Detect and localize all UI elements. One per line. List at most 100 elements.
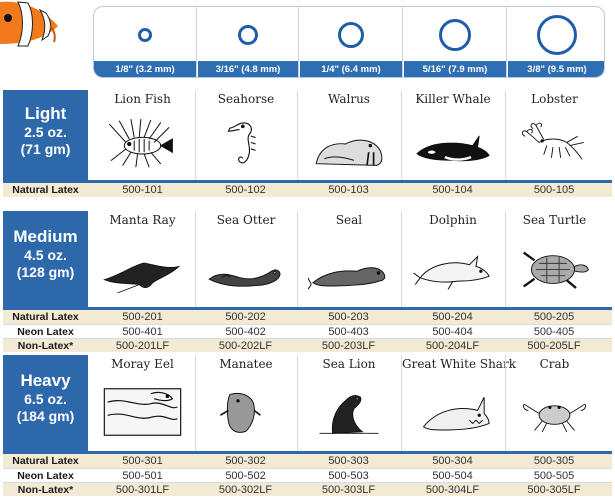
product-code: 500-104: [432, 184, 473, 196]
code-row: Natural Latex 500-101 500-102 500-103 500-10…: [3, 183, 612, 197]
animal-name: Lion Fish: [114, 92, 171, 106]
size-label: 5/16" (7.9 mm): [404, 61, 506, 77]
animal-name: Crab: [539, 357, 570, 371]
code-row: Natural Latex 500-301 500-302 500-303 500-30…: [3, 454, 612, 468]
product-code: 500-305: [533, 455, 575, 467]
animal-name: Killer Whale: [415, 92, 491, 106]
product-code: 500-204LF: [425, 340, 480, 352]
animal-cell: Seal: [297, 211, 400, 307]
animal-cell: Walrus: [297, 90, 400, 180]
divider: [3, 180, 612, 183]
animal-name: Dolphin: [429, 213, 477, 227]
product-code: 500-404: [432, 326, 473, 338]
product-code: 500-201: [122, 311, 163, 323]
animal-cell: Great White Shark: [401, 355, 516, 451]
animal-cell: Lion Fish: [91, 90, 194, 180]
product-code: 500-501: [122, 470, 163, 482]
material-label: Neon Latex: [17, 326, 74, 338]
material-label: Natural Latex: [12, 184, 79, 196]
animal-cell: Sea Otter: [195, 211, 296, 307]
crab-icon: [516, 377, 593, 447]
product-code: 500-403: [328, 326, 369, 338]
seal-icon: [307, 233, 390, 303]
product-code: 500-502: [225, 470, 266, 482]
product-code: 500-201LF: [115, 340, 170, 352]
product-code: 500-202: [225, 311, 266, 323]
size-ring-icon: [138, 28, 152, 42]
size-header: 1/8" (3.2 mm) 3/16" (4.8 mm) 1/4" (6.4 mm)…: [93, 6, 605, 78]
lobster-icon: [516, 112, 593, 176]
product-code: 500-503: [328, 470, 369, 482]
size-ring-icon: [439, 19, 471, 51]
animal-name: Moray Eel: [111, 357, 174, 371]
product-code: 500-203LF: [321, 340, 376, 352]
animal-cell: Manta Ray: [91, 211, 194, 307]
group-metric-weight: (128 gm): [16, 264, 75, 280]
animal-cell: Crab: [505, 355, 603, 451]
material-label: Neon Latex: [17, 470, 74, 482]
size-cell: 3/16" (4.8 mm): [198, 7, 299, 77]
product-code: 500-304LF: [425, 484, 480, 496]
size-label: 1/8" (3.2 mm): [94, 61, 196, 77]
sea-lion-icon: [308, 377, 390, 447]
orca-icon: [412, 112, 494, 176]
product-code: 500-301: [122, 455, 163, 467]
animal-name: Lobster: [531, 92, 578, 106]
dolphin-icon: [412, 233, 494, 303]
product-code: 500-102: [225, 184, 266, 196]
manta-ray-icon: [101, 233, 184, 303]
product-code: 500-105: [533, 184, 575, 196]
size-ring-icon: [238, 25, 258, 45]
animal-name: Sea Lion: [322, 357, 376, 371]
material-label: Non-Latex*: [17, 484, 74, 496]
size-cell: 1/8" (3.2 mm): [94, 7, 197, 77]
product-code: 500-303: [328, 455, 369, 467]
group-weight: 4.5 oz.: [24, 247, 67, 263]
code-row: Non-Latex* 500-201LF 500-202LF 500-203LF 500…: [3, 338, 612, 352]
clownfish-decoration: [0, 0, 62, 50]
divider: [3, 451, 612, 454]
animal-name: Sea Turtle: [522, 213, 587, 227]
walrus-icon: [308, 112, 390, 176]
sea-otter-icon: [206, 233, 286, 303]
group-weight: 2.5 oz.: [24, 124, 67, 140]
product-code: 500-405: [533, 326, 575, 338]
product-code: 500-205: [533, 311, 575, 323]
material-label: Non-Latex*: [17, 340, 74, 352]
product-code: 500-205LF: [527, 340, 581, 352]
animal-cell: Manatee: [195, 355, 296, 451]
product-code: 500-103: [328, 184, 369, 196]
product-code: 500-305LF: [527, 484, 581, 496]
animal-row: Lion Fish Seahorse Walrus Killer Whale Lobst…: [91, 90, 612, 180]
product-code: 500-204: [432, 311, 473, 323]
animal-cell: Sea Turtle: [505, 211, 603, 307]
product-code: 500-504: [432, 470, 473, 482]
animal-name: Sea Otter: [216, 213, 276, 227]
group-weight: 6.5 oz.: [24, 391, 67, 407]
seahorse-icon: [206, 112, 286, 176]
animal-name: Great White Shark: [402, 357, 516, 371]
weight-group-medium: Medium 4.5 oz. (128 gm) Manta Ray Sea Otter S…: [3, 211, 612, 352]
animal-cell: Seahorse: [195, 90, 296, 180]
animal-row: Moray Eel Manatee Sea Lion Great White Shar…: [91, 355, 612, 451]
product-code: 500-301LF: [115, 484, 170, 496]
product-code: 500-402: [225, 326, 266, 338]
size-cell: 5/16" (7.9 mm): [404, 7, 507, 77]
code-row: Non-Latex* 500-301LF 500-302LF 500-303LF 500…: [3, 482, 612, 496]
size-cell: 1/4" (6.4 mm): [300, 7, 403, 77]
product-code: 500-304: [432, 455, 473, 467]
animal-cell: Sea Lion: [297, 355, 400, 451]
product-code: 500-401: [122, 326, 163, 338]
size-label: 3/8" (9.5 mm): [508, 61, 604, 77]
code-row: Natural Latex 500-201 500-202 500-203 500-20…: [3, 310, 612, 324]
size-cell: 3/8" (9.5 mm): [508, 7, 604, 77]
animal-cell: Moray Eel: [91, 355, 194, 451]
group-header: Medium 4.5 oz. (128 gm): [3, 211, 88, 307]
group-title: Heavy: [20, 371, 71, 390]
animal-cell: Killer Whale: [401, 90, 504, 180]
material-label: Natural Latex: [12, 311, 79, 323]
size-ring-icon: [338, 22, 364, 48]
group-header: Heavy 6.5 oz. (184 gm): [3, 355, 88, 451]
footer-note: [2, 492, 614, 500]
size-ring-icon: [537, 15, 577, 55]
